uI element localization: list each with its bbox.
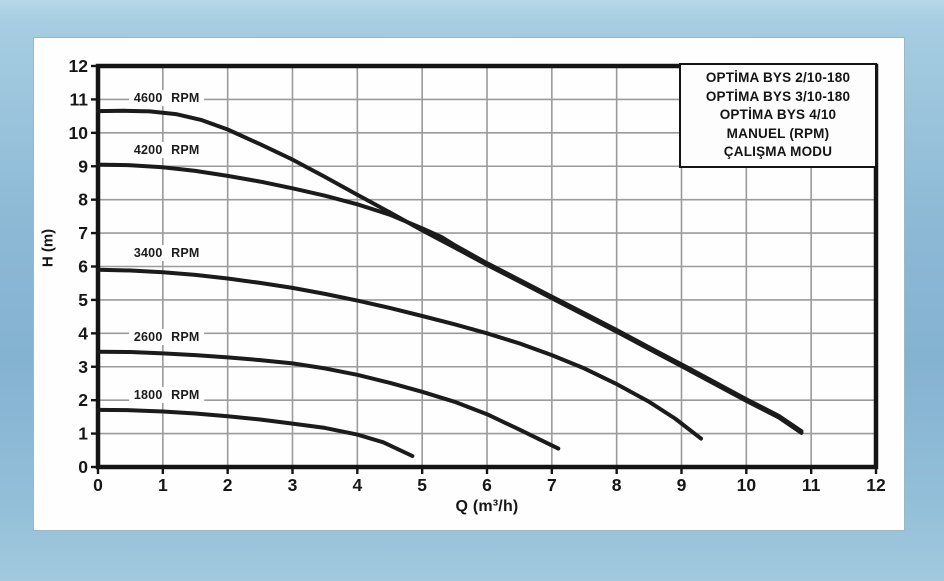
curve-2600-rpm: [96, 349, 561, 451]
y-axis-title: H (m): [39, 228, 57, 268]
legend-line-model-1: OPTİMA BYS 2/10-180: [705, 70, 851, 86]
curve-label-3400-rpm: 3400 RPM: [128, 245, 205, 262]
curve-1800-rpm: [96, 407, 415, 458]
x-tick-label-10: 10: [737, 475, 757, 495]
y-tick-label-12: 12: [69, 56, 89, 76]
x-tick-label-9: 9: [677, 475, 687, 495]
x-axis-title: Q (m³/h): [455, 498, 519, 515]
y-tick-label-0: 0: [78, 457, 88, 477]
x-tick-label-0: 0: [93, 475, 103, 495]
y-tick-label-7: 7: [78, 223, 88, 243]
y-tick-label-2: 2: [78, 390, 88, 410]
y-tick-label-8: 8: [78, 190, 88, 210]
y-tick-label-9: 9: [78, 156, 88, 176]
y-tick-label-1: 1: [78, 424, 88, 444]
curve-label-2600-rpm: 2600 RPM: [128, 329, 205, 345]
curve-label-1800-rpm: 1800 RPM: [128, 387, 205, 404]
curve-3400-rpm: [96, 267, 703, 441]
x-tick-label-2: 2: [223, 475, 233, 495]
legend-line-model-2: OPTİMA BYS 3/10-180: [705, 88, 851, 104]
plot-border: [95, 63, 879, 470]
x-tick-label-1: 1: [158, 475, 168, 495]
y-tick-label-11: 11: [70, 89, 89, 109]
x-tick-label-4: 4: [352, 475, 362, 495]
x-tick-label-3: 3: [288, 475, 298, 495]
x-tick-label-12: 12: [866, 475, 886, 495]
x-tick-label-6: 6: [482, 475, 492, 495]
x-tick-label-5: 5: [417, 475, 427, 495]
legend-line-mode-2: ÇALIŞMA MODU: [723, 144, 833, 160]
x-tick-label-7: 7: [547, 475, 557, 495]
curve-label-4600-rpm: 4600 RPM: [128, 89, 205, 106]
y-tick-label-5: 5: [78, 290, 88, 310]
y-tick-label-10: 10: [69, 123, 89, 143]
chart-card: 0 1 2 3 4 5 6 7 8 9 10 11 12 0 1 2 3 4 5 6 7 8 9 10 11 12 4600 RP…: [33, 37, 905, 531]
x-tick-label-11: 11: [802, 475, 821, 495]
y-tick-label-6: 6: [78, 257, 88, 277]
y-tick-label-3: 3: [78, 357, 88, 377]
curve-label-4200-rpm: 4200 RPM: [128, 141, 205, 158]
legend-line-model-3: OPTİMA BYS 4/10: [719, 107, 837, 123]
legend-line-mode-1: MANUEL (RPM): [726, 125, 830, 141]
legend-box: OPTİMA BYS 2/10-180 OPTİMA BYS 3/10-180 …: [679, 63, 877, 168]
curve-4200-rpm: [96, 162, 804, 434]
x-tick-label-8: 8: [612, 475, 622, 495]
y-tick-label-4: 4: [78, 323, 88, 343]
